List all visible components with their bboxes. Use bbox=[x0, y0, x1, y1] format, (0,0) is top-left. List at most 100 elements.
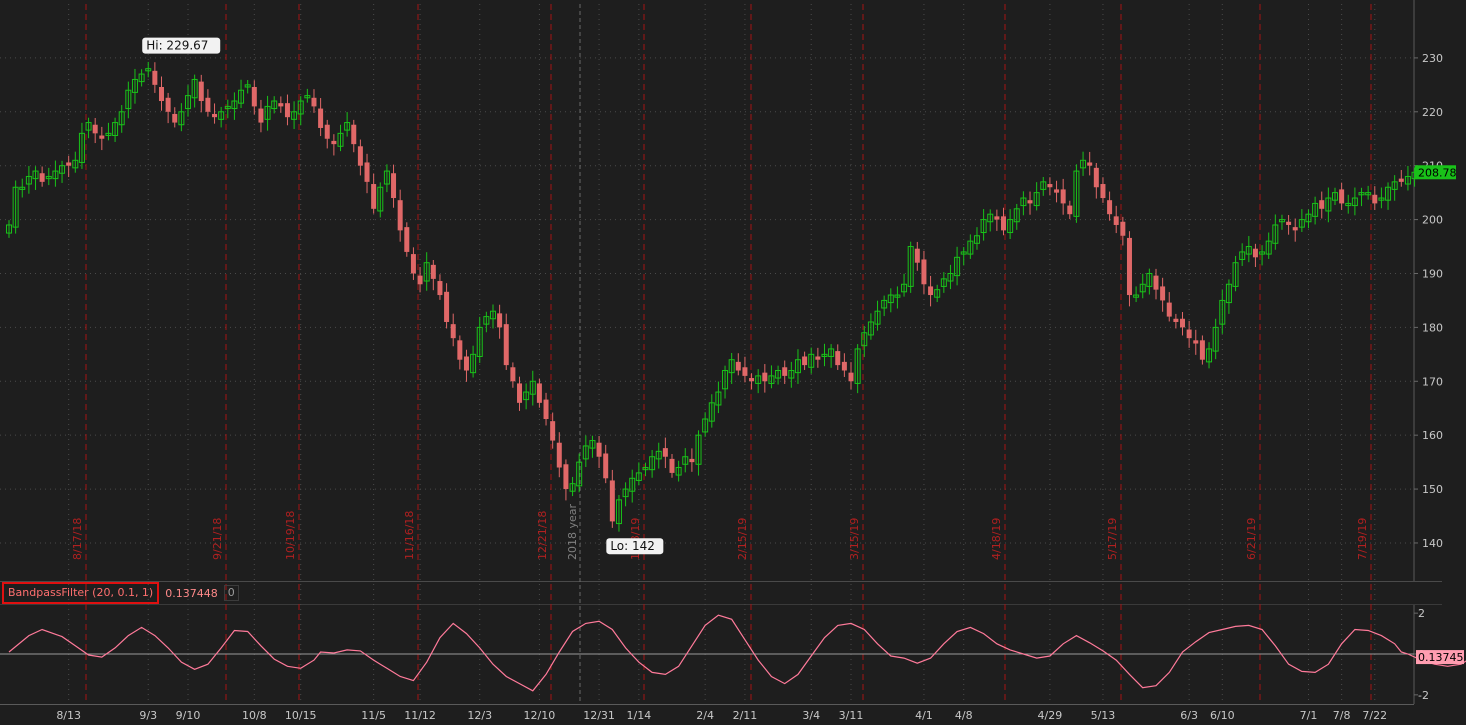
last-price-tag bbox=[1415, 165, 1456, 180]
candle-body bbox=[596, 442, 602, 457]
expiration-lines: 8/17/189/21/1810/19/1811/16/1812/21/181/… bbox=[71, 4, 1372, 702]
candle-body bbox=[85, 122, 92, 131]
time-tick-label: 7/1 bbox=[1300, 709, 1318, 722]
indicator-tick-label: -2 bbox=[1418, 689, 1429, 702]
candle-body bbox=[1087, 162, 1093, 166]
candle-body bbox=[131, 78, 138, 93]
candle-body bbox=[437, 281, 443, 296]
candle-body bbox=[874, 310, 881, 325]
study-name-button[interactable]: BandpassFilter (20, 0.1, 1) bbox=[2, 582, 160, 604]
expiration-label: 10/19/18 bbox=[284, 511, 297, 560]
candle-body bbox=[145, 68, 152, 72]
candle-body bbox=[1139, 283, 1146, 293]
candle-body bbox=[218, 111, 225, 120]
candle-body bbox=[1199, 340, 1205, 360]
candle-body bbox=[191, 78, 198, 99]
candle-body bbox=[264, 105, 271, 120]
lo-callout-box bbox=[606, 538, 664, 555]
candle-body bbox=[1193, 340, 1199, 344]
candle-body bbox=[695, 434, 702, 465]
candle-body bbox=[1027, 200, 1033, 204]
candle-body bbox=[973, 235, 980, 244]
indicator-last-tag bbox=[1416, 650, 1464, 665]
candlesticks bbox=[6, 61, 1418, 532]
candle-body bbox=[152, 70, 158, 85]
time-tick-label: 12/3 bbox=[467, 709, 492, 722]
candle-body bbox=[318, 108, 324, 128]
expiration-label: 4/18/19 bbox=[990, 518, 1003, 560]
candle-body bbox=[357, 146, 363, 166]
candle-body bbox=[1319, 200, 1325, 209]
candle-body bbox=[669, 458, 675, 473]
candle-body bbox=[52, 170, 59, 180]
candle-body bbox=[324, 124, 330, 139]
last-price-label: 208.78 bbox=[1418, 166, 1457, 179]
candle-body bbox=[383, 170, 390, 185]
candle-body bbox=[742, 367, 748, 376]
candle-body bbox=[497, 313, 503, 328]
time-tick-label: 6/10 bbox=[1210, 709, 1235, 722]
candle-body bbox=[304, 95, 311, 99]
candle-body bbox=[510, 367, 516, 382]
candle-body bbox=[821, 353, 828, 357]
time-tick-label: 8/13 bbox=[56, 709, 81, 722]
candle-body bbox=[782, 367, 788, 376]
candle-body bbox=[138, 73, 145, 83]
time-tick-label: 7/8 bbox=[1333, 709, 1351, 722]
candle-body bbox=[172, 113, 178, 123]
price-callouts: Hi: 229.67 Lo: 142 208.78 0.13745 bbox=[142, 37, 1464, 665]
candle-body bbox=[1007, 219, 1014, 234]
candle-body bbox=[563, 464, 569, 490]
candle-body bbox=[1252, 248, 1258, 258]
candle-body bbox=[503, 324, 509, 366]
candle-body bbox=[768, 375, 775, 384]
time-tick-label: 4/8 bbox=[955, 709, 973, 722]
indicator-last-label: 0.13745 bbox=[1418, 651, 1464, 664]
time-tick-label: 10/15 bbox=[285, 709, 317, 722]
price-tick-label: 190 bbox=[1422, 267, 1443, 280]
candle-body bbox=[364, 162, 370, 182]
candle-body bbox=[1206, 348, 1213, 363]
candle-body bbox=[828, 348, 835, 357]
expiration-label: 5/17/19 bbox=[1106, 518, 1119, 560]
candle-body bbox=[32, 170, 39, 180]
candle-body bbox=[569, 483, 576, 492]
candle-body bbox=[536, 383, 542, 403]
candle-body bbox=[1186, 329, 1192, 339]
candle-body bbox=[205, 97, 211, 112]
candle-body bbox=[954, 256, 961, 277]
candle-body bbox=[722, 369, 729, 390]
candle-body bbox=[297, 100, 304, 115]
candle-body bbox=[212, 113, 218, 118]
candle-body bbox=[1259, 251, 1266, 255]
time-tick-label: 11/5 bbox=[361, 709, 386, 722]
lo-callout: Lo: 142 bbox=[606, 538, 664, 555]
candle-body bbox=[1232, 262, 1239, 287]
candle-body bbox=[1001, 216, 1006, 231]
study-label-bar: BandpassFilter (20, 0.1, 1) 0.137448 0 bbox=[2, 582, 239, 604]
time-tick-label: 3/4 bbox=[802, 709, 820, 722]
candle-body bbox=[331, 140, 337, 145]
candle-body bbox=[444, 291, 450, 322]
candle-body bbox=[19, 186, 26, 190]
candle-body bbox=[901, 283, 908, 293]
study-extra-value: 0 bbox=[223, 585, 239, 601]
candle-body bbox=[1219, 299, 1226, 325]
candle-body bbox=[861, 332, 868, 347]
bandpass-filter-line bbox=[0, 612, 1466, 696]
candle-body bbox=[92, 124, 98, 134]
candle-body bbox=[1133, 294, 1140, 298]
lo-callout-text: Lo: 142 bbox=[610, 539, 655, 553]
candle-body bbox=[1365, 192, 1372, 196]
expiration-label: 3/15/19 bbox=[848, 518, 861, 560]
candle-body bbox=[755, 375, 762, 384]
price-tick-label: 170 bbox=[1422, 375, 1443, 388]
candle-body bbox=[1239, 251, 1246, 260]
candle-body bbox=[231, 100, 238, 110]
candle-body bbox=[1212, 326, 1219, 352]
candle-body bbox=[1060, 189, 1066, 204]
candle-body bbox=[967, 240, 974, 255]
candle-body bbox=[470, 353, 477, 374]
candle-body bbox=[1067, 205, 1073, 215]
